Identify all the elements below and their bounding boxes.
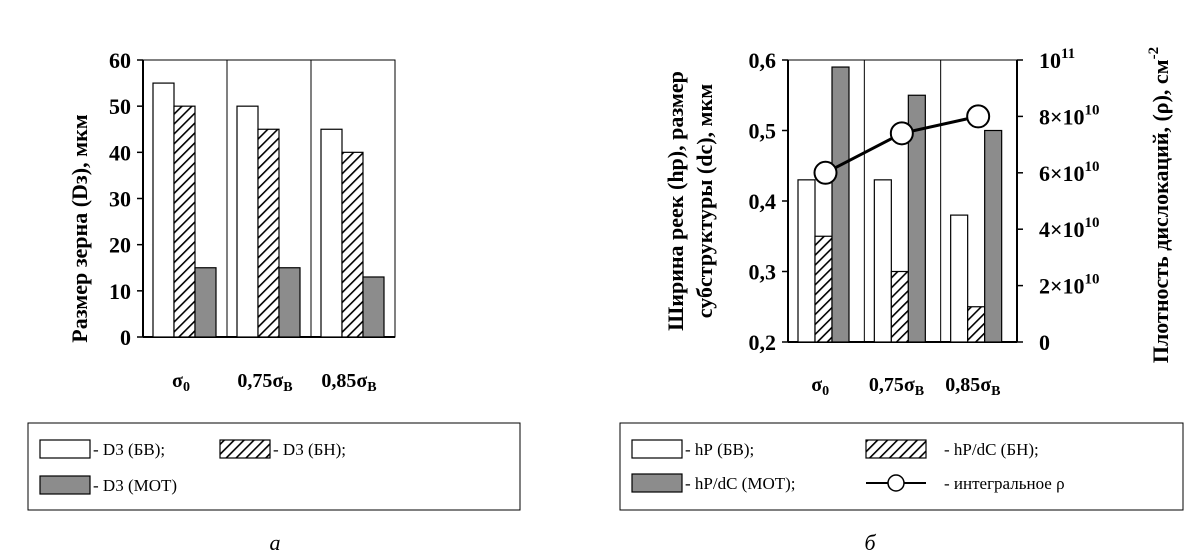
panel-label-a: а xyxy=(270,530,281,555)
panel-label-b: б xyxy=(864,530,876,555)
y-tick-label: 50 xyxy=(109,94,131,119)
y2-tick-label: 2×1010 xyxy=(1039,272,1100,299)
bar xyxy=(362,276,385,338)
line-marker xyxy=(813,160,838,185)
legend-swatch xyxy=(631,439,683,459)
bar xyxy=(873,179,892,343)
y2-tick-label: 6×1010 xyxy=(1039,159,1100,186)
y-tick-label: 0,3 xyxy=(749,260,777,285)
legend-label: - D3 (БН); xyxy=(273,440,346,459)
y-tick-label: 40 xyxy=(109,140,131,165)
y-tick-label: 10 xyxy=(109,279,131,304)
x-tick-label: 0,85σВ xyxy=(945,374,1000,399)
y-tick-label: 0,4 xyxy=(749,189,777,214)
line-marker xyxy=(889,121,914,146)
bar xyxy=(257,128,280,338)
legend-label: - hР/dС (БН); xyxy=(944,440,1039,459)
bar xyxy=(950,214,969,343)
y-axis-title-line1: Ширина реек (hр), размер xyxy=(663,71,688,331)
legend-marker-swatch xyxy=(887,474,905,492)
bar xyxy=(831,66,850,343)
bar xyxy=(341,151,364,338)
bar xyxy=(173,105,196,338)
x-tick-label: σ0 xyxy=(811,374,829,399)
bar xyxy=(152,82,175,338)
y-tick-label: 60 xyxy=(109,48,131,73)
legend-swatch xyxy=(219,439,271,459)
y2-tick-label: 1011 xyxy=(1039,46,1075,73)
bar xyxy=(320,128,343,338)
bar xyxy=(967,306,986,343)
legend-label: - hР (БВ); xyxy=(685,440,754,459)
bar xyxy=(890,270,909,343)
legend-swatch xyxy=(631,473,683,493)
y-tick-label: 0,6 xyxy=(749,48,777,73)
x-tick-label: σ0 xyxy=(172,370,190,395)
legend-a xyxy=(27,422,521,511)
legend-label: - D3 (MОТ) xyxy=(93,476,177,495)
y-tick-label: 0,2 xyxy=(749,330,777,355)
y2-tick-label: 8×1010 xyxy=(1039,102,1100,129)
y2-axis-title: Плотность дислокаций, (ρ), см-2 xyxy=(1146,47,1173,363)
x-tick-label: 0,75σВ xyxy=(237,370,292,395)
y-tick-label: 20 xyxy=(109,233,131,258)
x-tick-label: 0,85σВ xyxy=(321,370,376,395)
legend-swatch xyxy=(39,439,91,459)
bar xyxy=(194,267,217,338)
legend-label: - D3 (БВ); xyxy=(93,440,165,459)
legend-label: - hР/dС (MОТ); xyxy=(685,474,796,493)
legend-label: - интегральное ρ xyxy=(944,474,1065,493)
bar xyxy=(236,105,259,338)
y-tick-label: 0 xyxy=(120,325,131,350)
y-axis-title: Размер зерна (Dз), мкм xyxy=(67,114,92,343)
y-tick-label: 30 xyxy=(109,187,131,212)
bar xyxy=(907,94,926,343)
legend-b xyxy=(619,422,1184,511)
line-marker xyxy=(966,104,991,129)
legend-swatch xyxy=(39,475,91,495)
y-tick-label: 0,5 xyxy=(749,119,777,144)
bar xyxy=(278,267,301,338)
bar xyxy=(984,129,1003,343)
bar xyxy=(797,179,816,343)
bar xyxy=(814,235,833,343)
legend-swatch xyxy=(865,439,927,459)
y2-tick-label: 4×1010 xyxy=(1039,215,1100,242)
y2-tick-label: 0 xyxy=(1039,330,1050,355)
y-axis-title-line2: субструктуры (dc), мкм xyxy=(692,84,717,318)
x-tick-label: 0,75σВ xyxy=(869,374,924,399)
